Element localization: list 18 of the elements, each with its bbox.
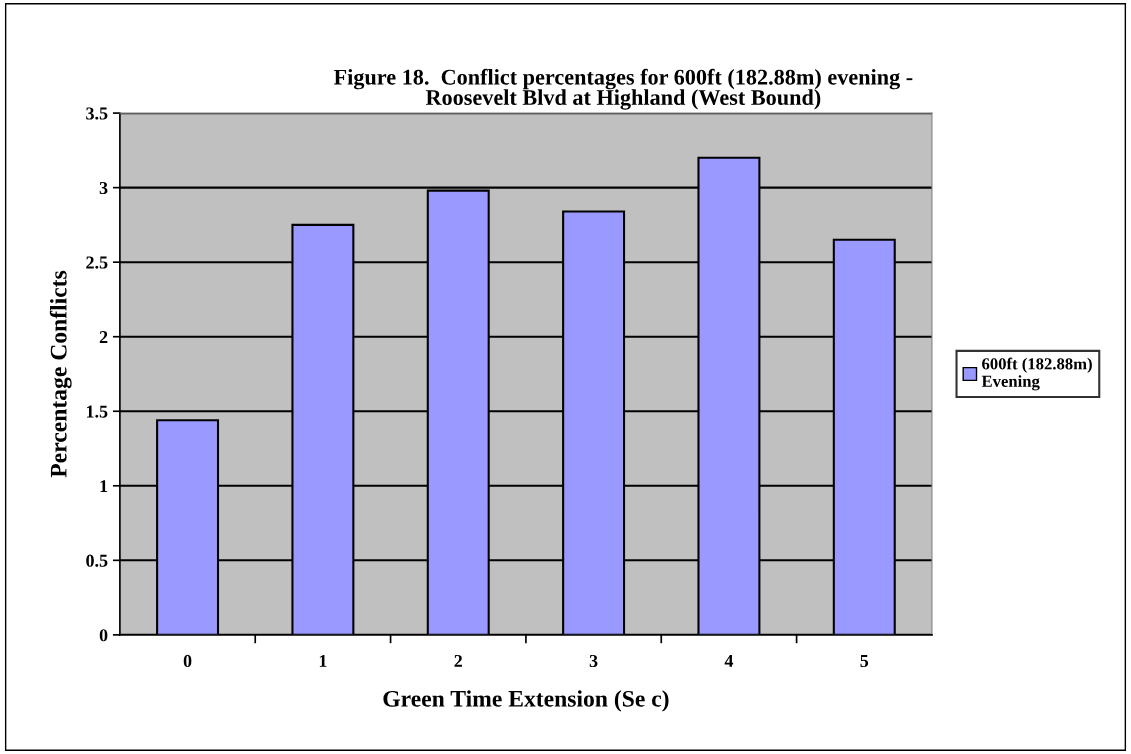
x-axis-title: Green Time Extension (Se c): [383, 690, 669, 712]
y-tick-label: 2: [99, 331, 108, 343]
y-tick-label: 0: [99, 629, 108, 642]
x-tick-label: 5: [860, 655, 869, 668]
y-tick-label: 3.5: [86, 107, 108, 120]
x-tick-label: 2: [454, 654, 462, 667]
legend-label: 600ft (182.88m) Evening: [981, 357, 1092, 391]
x-tick-label: 3: [589, 654, 598, 668]
y-tick-label: 0.5: [86, 554, 108, 567]
x-tick-label: 1: [319, 654, 327, 667]
y-tick-label: 3: [99, 181, 108, 195]
x-tick-label: 4: [724, 654, 734, 667]
chart-title: Figure 18. Conflict percentages for 600ft (182.88m) evening - Roosevelt Blvd at Highland (West Bound): [333, 68, 913, 110]
y-axis-title: Percentage Conflicts: [49, 270, 72, 478]
x-tick-label: 0: [183, 654, 192, 668]
y-tick-label: 1.5: [86, 405, 108, 418]
y-tick-label: 1: [100, 480, 108, 493]
y-tick-label: 2.5: [86, 256, 108, 269]
